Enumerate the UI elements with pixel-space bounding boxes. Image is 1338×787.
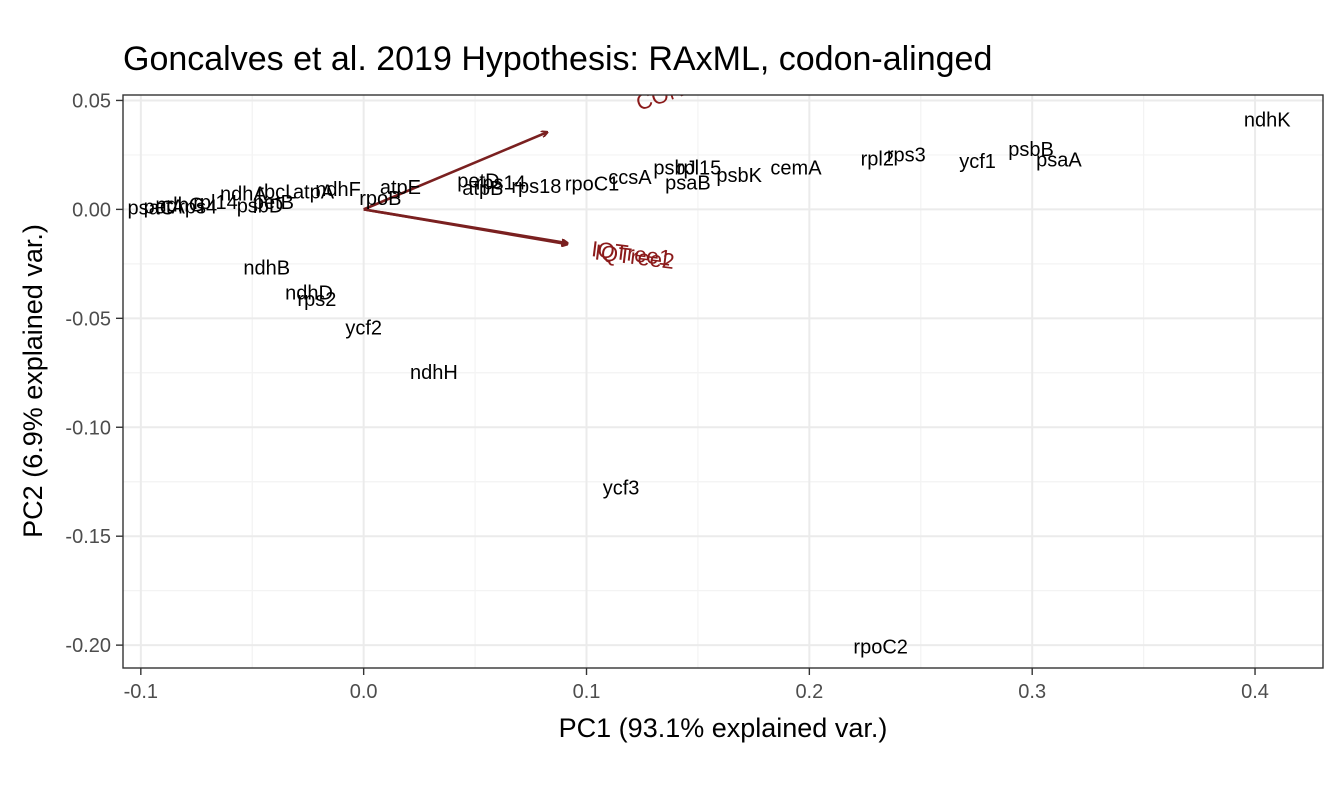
point-label: rpoB xyxy=(359,188,401,210)
y-tick-label: 0.05 xyxy=(72,90,111,112)
point-label: psaA xyxy=(1036,150,1082,172)
chart-title: Goncalves et al. 2019 Hypothesis: RAxML,… xyxy=(123,40,992,78)
x-tick-label: 0.1 xyxy=(573,681,601,703)
point-labels: ndhKpsbBpsaAycf1rps3rpl2cemApsbKrpl15psb… xyxy=(128,109,1292,658)
point-label: ndhB xyxy=(243,258,290,280)
y-tick-label: -0.05 xyxy=(65,308,111,330)
y-axis-title: PC2 (6.9% explained var.) xyxy=(18,224,48,538)
point-label: ndhH xyxy=(410,362,458,384)
point-label: ycf1 xyxy=(959,151,996,173)
minor-gridlines xyxy=(123,95,1323,668)
point-label: ycf2 xyxy=(345,317,382,339)
point-label: rbcL xyxy=(257,181,296,203)
point-label: rpl2 xyxy=(861,149,894,171)
point-label: ndhK xyxy=(1244,109,1291,131)
x-tick-label: 0.4 xyxy=(1241,681,1269,703)
y-tick-label: 0.00 xyxy=(72,199,111,221)
point-label: petB xyxy=(253,192,294,214)
loading-arrow xyxy=(363,132,548,211)
point-label: ndhA xyxy=(220,184,267,206)
major-gridlines xyxy=(123,95,1323,668)
point-label: psbJ xyxy=(653,157,695,179)
plot-panel-border xyxy=(122,94,1324,669)
point-label: rps2 xyxy=(297,289,336,311)
y-axis: 0.05 0.00 -0.05 -0.10 -0.15 -0.20 xyxy=(65,90,123,657)
x-tick-label: -0.1 xyxy=(124,681,158,703)
point-label: atpB xyxy=(462,178,503,200)
point-label: rpl14 xyxy=(193,192,237,214)
point-label: ccsA xyxy=(608,167,652,189)
point-label: atpA xyxy=(293,181,335,203)
x-tick-label: 0.3 xyxy=(1018,681,1046,703)
point-label: atpE xyxy=(380,177,421,199)
point-label: rpoC1 xyxy=(565,174,619,196)
x-tick-label: 0.2 xyxy=(795,681,823,703)
point-label: ycf3 xyxy=(603,478,640,500)
loading-arrow xyxy=(363,208,568,244)
point-label: psbB xyxy=(1008,139,1054,161)
point-label: rps18 xyxy=(511,176,561,198)
point-label: psaC xyxy=(128,198,175,220)
y-tick-label: -0.20 xyxy=(65,635,111,657)
point-label: petD xyxy=(457,170,499,192)
point-label: rpl15 xyxy=(677,157,721,179)
point-label: rpoC2 xyxy=(853,637,907,659)
point-label: psbD xyxy=(237,195,284,217)
point-label: rps3 xyxy=(887,144,926,166)
point-label: ndhD xyxy=(285,283,333,305)
y-tick-label: -0.10 xyxy=(65,417,111,439)
x-tick-label: 0.0 xyxy=(350,681,378,703)
point-label: psaB xyxy=(665,173,711,195)
x-axis-title: PC1 (93.1% explained var.) xyxy=(559,713,888,743)
point-label: cemA xyxy=(770,157,822,179)
point-label: rps4 xyxy=(178,197,217,219)
point-label: ndhG xyxy=(155,194,204,216)
point-label: ndhF xyxy=(315,179,361,201)
x-axis: -0.1 0.0 0.1 0.2 0.3 0.4 xyxy=(124,668,1269,703)
point-label: rps14 xyxy=(476,173,526,195)
point-label: psbK xyxy=(716,165,762,187)
point-label: petA xyxy=(144,197,186,219)
y-tick-label: -0.15 xyxy=(65,526,111,548)
